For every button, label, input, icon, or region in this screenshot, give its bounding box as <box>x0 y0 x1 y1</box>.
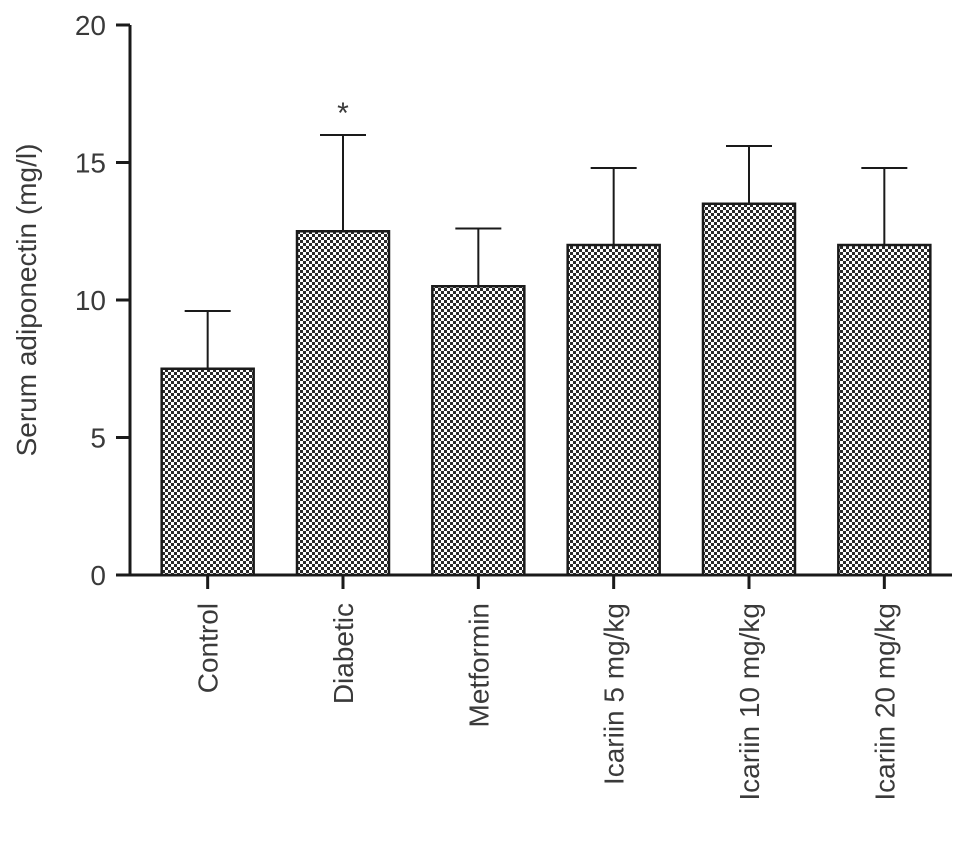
category-label: Icariin 20 mg/kg <box>869 603 900 801</box>
bar <box>566 243 661 577</box>
category-label: Diabetic <box>328 603 359 704</box>
bar <box>431 285 526 577</box>
y-tick-label: 5 <box>90 423 106 454</box>
annotations: * <box>337 97 349 130</box>
y-axis-title: Serum adiponectin (mg/l) <box>11 144 42 457</box>
y-tick-label: 0 <box>90 560 106 591</box>
category-label: Control <box>193 603 224 693</box>
bar <box>160 367 255 577</box>
y-tick-label: 10 <box>75 285 106 316</box>
category-label: Icariin 5 mg/kg <box>599 603 630 785</box>
bar <box>295 230 391 577</box>
bar <box>837 243 932 577</box>
x-axis <box>116 573 952 589</box>
category-label: Icariin 10 mg/kg <box>734 603 765 801</box>
category-label: Metformin <box>463 603 494 727</box>
error-bars <box>184 134 908 369</box>
y-tick-label: 15 <box>75 148 106 179</box>
bars <box>160 202 932 577</box>
significance-marker: * <box>337 97 349 130</box>
bar <box>701 202 797 577</box>
y-tick-label: 20 <box>75 10 106 41</box>
category-labels: Control Diabetic Metformin Icariin 5 mg/kg I… <box>193 603 901 801</box>
y-axis: 0 5 10 15 20 <box>75 10 132 591</box>
